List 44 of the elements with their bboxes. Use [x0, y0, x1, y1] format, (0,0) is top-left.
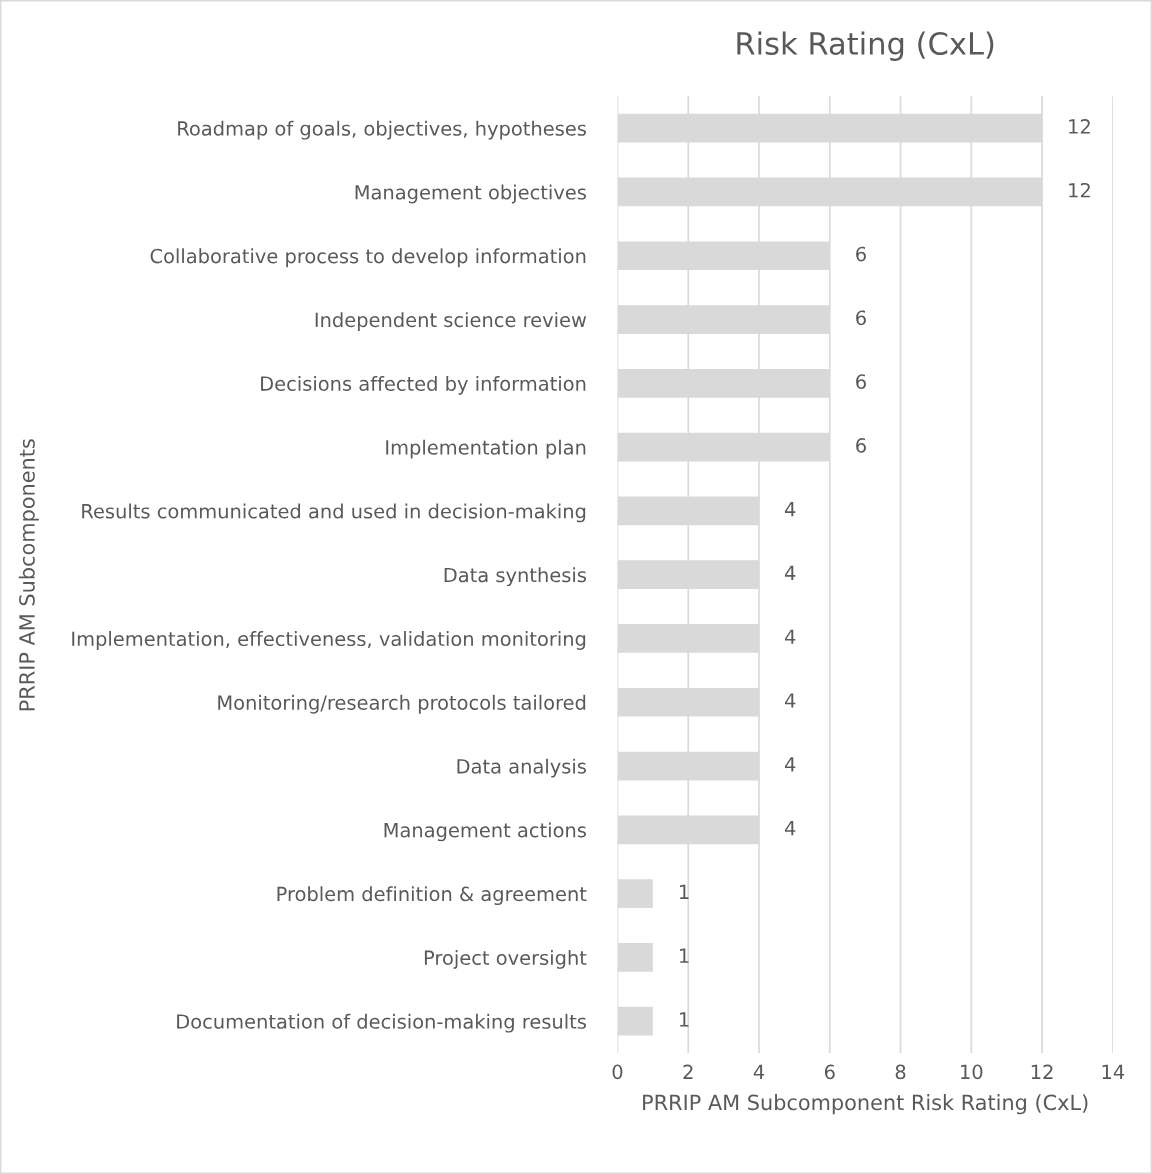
y-tick-label: Implementation plan [386, 439, 586, 459]
y-tick-label: Roadmap of goals, objectives, hypotheses [178, 120, 586, 140]
data-label: 4 [784, 565, 796, 581]
y-tick-label: Management actions [384, 822, 586, 842]
x-tick-label: 12 [1031, 1064, 1053, 1079]
y-tick-label: Collaborative process to develop information [150, 248, 586, 268]
y-tick-label: Results communicated and used in decision-making [82, 503, 586, 523]
data-label: 12 [1069, 119, 1090, 134]
x-tick-label: 8 [895, 1064, 906, 1080]
x-tick-label: 0 [612, 1064, 623, 1080]
data-label: 1 [679, 1012, 689, 1027]
x-tick-label: 10 [961, 1064, 983, 1080]
y-tick-label: Data analysis [457, 758, 586, 778]
data-label: 6 [856, 438, 866, 453]
y-tick-label: Implementation, effectiveness, validation monitoring [72, 631, 586, 650]
data-label: 6 [856, 246, 866, 262]
bar [617, 943, 653, 972]
y-tick-label: Problem definition & agreement [277, 886, 587, 906]
y-tick-label: Decisions affected by information [261, 375, 586, 395]
y-tick-label: Data synthesis [444, 567, 586, 587]
data-label: 6 [856, 374, 866, 389]
y-tick-label: Project oversight [424, 950, 587, 969]
data-label: 1 [679, 884, 689, 899]
x-axis-title: PRRIP AM Subcomponent Risk Rating (CxL) [643, 1094, 1088, 1115]
x-tick-label: 4 [753, 1064, 765, 1079]
bar [617, 879, 653, 908]
data-label: 4 [784, 757, 796, 772]
chart-title: Risk Rating (CxL) [737, 31, 994, 61]
data-label: 4 [784, 693, 796, 708]
y-tick-label: Management objectives [355, 184, 586, 204]
data-label: 12 [1069, 182, 1090, 198]
x-tick-label: 14 [1102, 1064, 1125, 1079]
y-tick-label: Monitoring/research protocols tailored [218, 694, 586, 714]
data-label: 4 [784, 629, 796, 644]
data-label: 4 [784, 502, 796, 517]
y-tick-label: Documentation of decision-making results [177, 1013, 586, 1033]
y-tick-label: Independent science review [315, 312, 587, 331]
data-label: 4 [784, 821, 796, 836]
data-label: 6 [856, 310, 866, 326]
x-tick-label: 2 [683, 1064, 693, 1079]
bar [617, 1006, 653, 1036]
x-tick-label: 6 [824, 1064, 835, 1080]
data-label: 1 [679, 948, 689, 963]
y-axis-title: PRRIP AM Subcomponents [18, 439, 39, 711]
